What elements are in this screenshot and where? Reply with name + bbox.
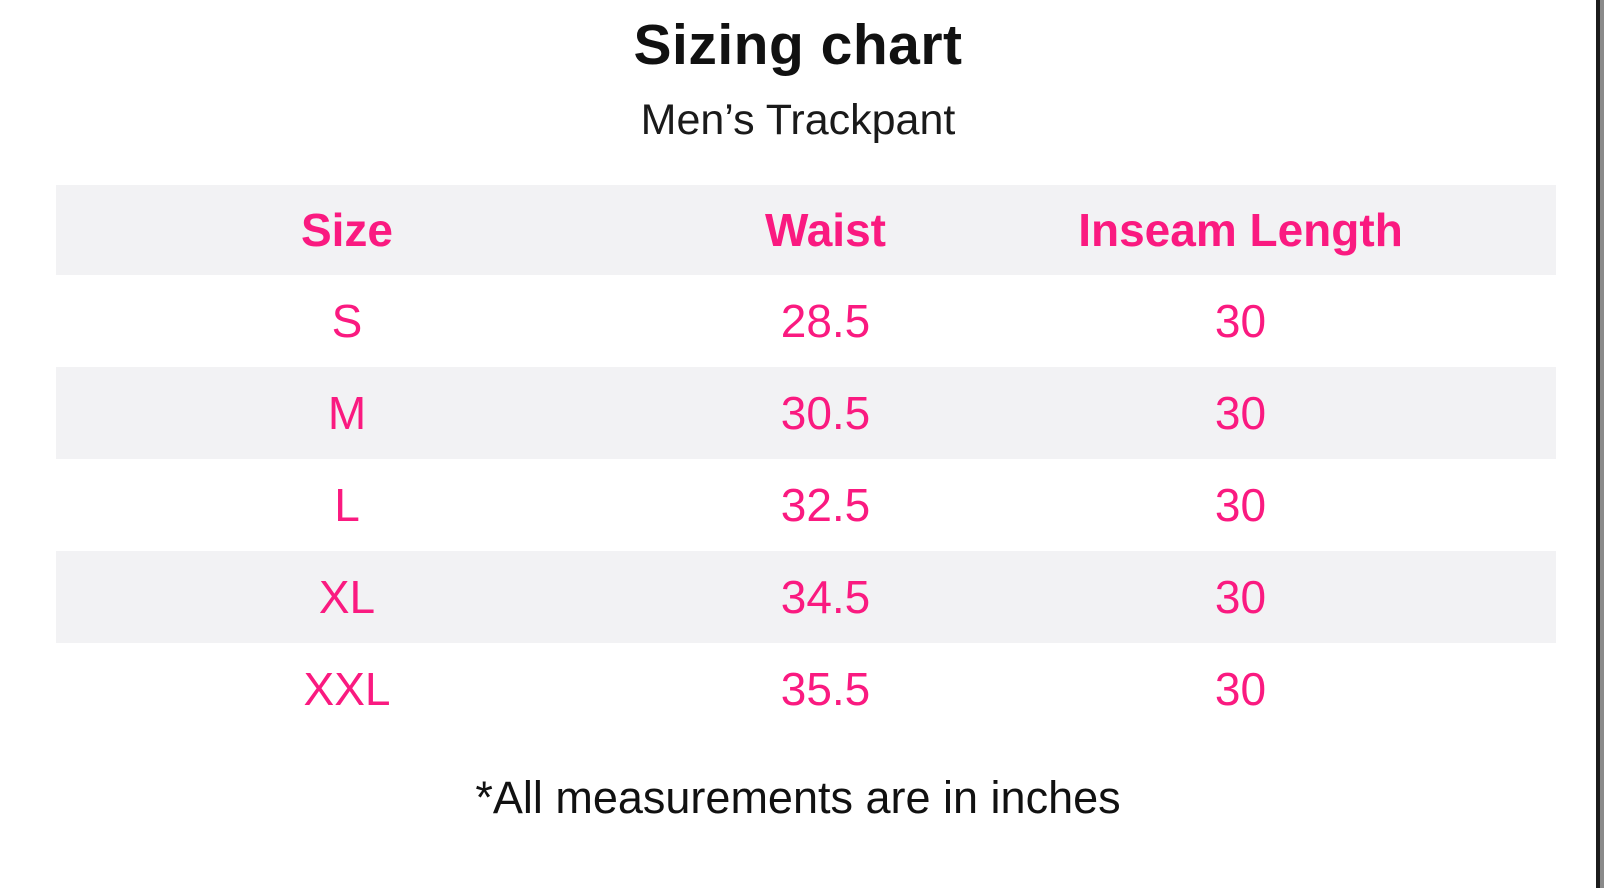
sizing-table: Size Waist Inseam Length S 28.5 30 M 30.… — [56, 185, 1556, 735]
inseam-cell: 30 — [1214, 387, 1267, 439]
waist-cell: 35.5 — [780, 663, 871, 715]
table-row: L 32.5 30 — [56, 459, 1556, 551]
column-header-waist: Waist — [765, 204, 886, 256]
inseam-cell: 30 — [1214, 479, 1267, 531]
measurements-footnote: *All measurements are in inches — [475, 772, 1121, 823]
size-cell: L — [334, 479, 360, 531]
right-edge-bar-gray — [1600, 0, 1604, 888]
waist-cell: 28.5 — [780, 295, 871, 347]
table-header-row: Size Waist Inseam Length — [56, 185, 1556, 275]
table-row: XXL 35.5 30 — [56, 643, 1556, 735]
column-header-inseam-length: Inseam Length — [1078, 204, 1403, 256]
table-row: XL 34.5 30 — [56, 551, 1556, 643]
right-edge-bar — [1596, 0, 1604, 888]
right-edge-bar-black — [1596, 0, 1600, 888]
column-header-size: Size — [300, 204, 394, 256]
inseam-cell: 30 — [1214, 571, 1267, 623]
table-row: S 28.5 30 — [56, 275, 1556, 367]
waist-cell: 34.5 — [780, 571, 871, 623]
size-cell: M — [327, 387, 367, 439]
size-cell: XL — [318, 571, 376, 623]
table-row: M 30.5 30 — [56, 367, 1556, 459]
page-subtitle: Men’s Trackpant — [640, 96, 956, 144]
page-title: Sizing chart — [633, 13, 963, 77]
size-cell: S — [331, 295, 363, 347]
inseam-cell: 30 — [1214, 295, 1267, 347]
size-cell: XXL — [303, 663, 391, 715]
waist-cell: 32.5 — [780, 479, 871, 531]
inseam-cell: 30 — [1214, 663, 1267, 715]
waist-cell: 30.5 — [780, 387, 871, 439]
